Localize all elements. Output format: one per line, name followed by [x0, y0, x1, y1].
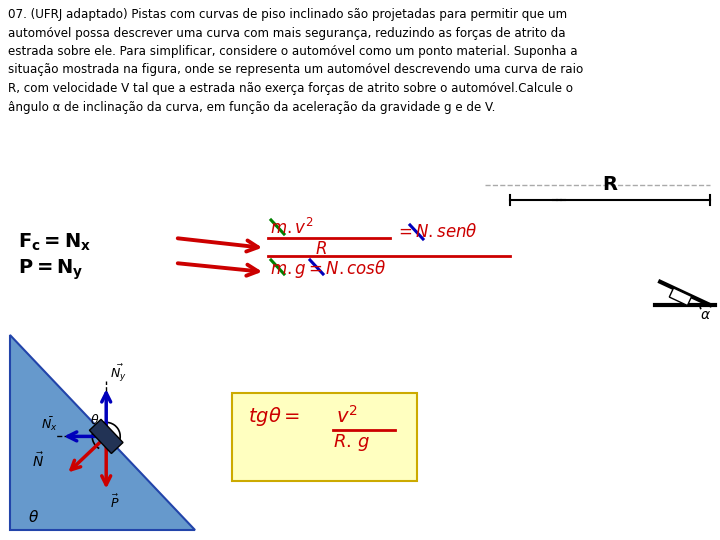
Text: $\theta$: $\theta$ — [90, 414, 99, 427]
Text: $\theta$: $\theta$ — [28, 509, 39, 525]
Text: $= \mathit{N.sen\theta}$: $= \mathit{N.sen\theta}$ — [395, 223, 477, 241]
Text: $\mathbf{R}$: $\mathbf{R}$ — [602, 175, 618, 194]
Text: $\mathit{R.\,g}$: $\mathit{R.\,g}$ — [333, 432, 370, 453]
Polygon shape — [670, 288, 692, 306]
Text: $\mathit{m.g = N.cos\theta}$: $\mathit{m.g = N.cos\theta}$ — [270, 258, 387, 280]
Polygon shape — [10, 335, 195, 530]
Text: 07. (UFRJ adaptado) Pistas com curvas de piso inclinado são projetadas para perm: 07. (UFRJ adaptado) Pistas com curvas de… — [8, 8, 583, 113]
Text: $\vec{N}$: $\vec{N}$ — [32, 451, 45, 470]
Text: $\mathbf{P = N_y}$: $\mathbf{P = N_y}$ — [18, 258, 84, 282]
Text: $\bar{N_x}$: $\bar{N_x}$ — [40, 416, 57, 434]
Text: $\mathit{m.v^2}$: $\mathit{m.v^2}$ — [270, 218, 314, 238]
Text: $\vec{N_y}$: $\vec{N_y}$ — [110, 363, 127, 384]
Text: $\alpha$: $\alpha$ — [700, 308, 711, 322]
Text: $\mathit{R}$: $\mathit{R}$ — [315, 240, 327, 258]
Polygon shape — [89, 419, 123, 454]
Text: $\mathbf{F_c = N_x}$: $\mathbf{F_c = N_x}$ — [18, 232, 91, 253]
Text: $\vec{P}$: $\vec{P}$ — [110, 494, 120, 511]
Text: $\mathit{tg\theta =}$: $\mathit{tg\theta =}$ — [248, 405, 300, 428]
Text: $\mathit{v^2}$: $\mathit{v^2}$ — [336, 405, 358, 427]
FancyBboxPatch shape — [232, 393, 417, 481]
